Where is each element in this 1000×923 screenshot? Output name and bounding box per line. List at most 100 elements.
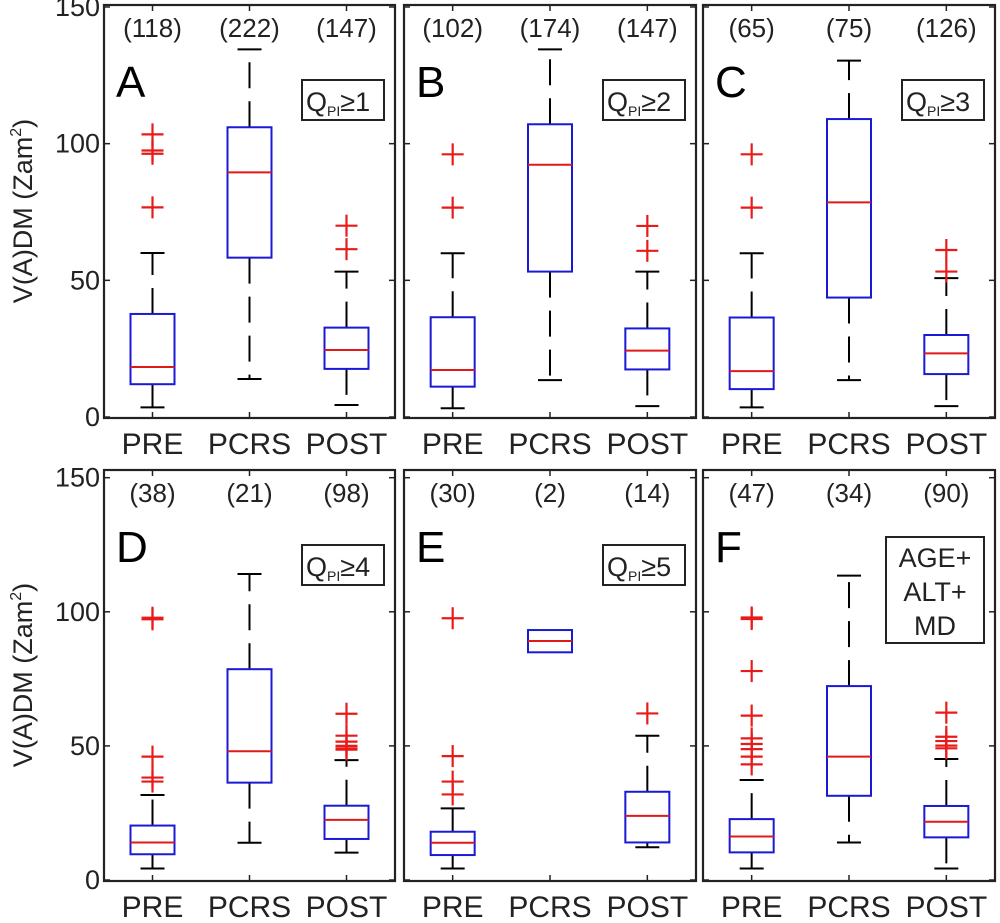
iqr-box (323, 326, 370, 370)
panel-b: PRE (102) PCRS (174) POST (147) B QPI≥2 (402, 3, 698, 461)
box-pcrs (826, 59, 872, 382)
y-axis-label-superscript: 2 (8, 128, 25, 137)
outlier-marker (441, 745, 464, 768)
y-tick-label: 0 (85, 865, 100, 895)
sample-count-label: (38) (129, 478, 175, 508)
sample-count-label: (174) (520, 13, 581, 43)
sample-count-label: (2) (534, 478, 566, 508)
outlier-marker (141, 142, 164, 165)
outlier-marker (335, 238, 358, 261)
legend-line: AGE+ (899, 543, 972, 573)
sample-count-label: (147) (617, 13, 678, 43)
x-tick-label-pcrs: PCRS (208, 428, 291, 461)
legend-subscript: PI (327, 568, 340, 584)
outlier-marker (636, 214, 659, 237)
iqr-box (129, 824, 176, 856)
outlier-marker (441, 196, 464, 219)
iqr-box (728, 316, 775, 391)
y-tick-label: 0 (85, 402, 100, 432)
y-axis-label-text: V(A)DM (Zam (8, 137, 38, 303)
y-tick-label: 150 (55, 0, 100, 22)
y-tick-label: 100 (55, 129, 100, 159)
outlier-marker (141, 770, 164, 793)
outlier-marker (335, 702, 358, 725)
x-tick-label-pcrs: PCRS (508, 891, 591, 923)
sample-count-label: (21) (226, 478, 272, 508)
legend-subscript: PI (628, 568, 641, 584)
box-pcrs (527, 48, 573, 382)
legend-relation: ≥5 (641, 552, 671, 582)
outlier-marker (335, 738, 358, 761)
box-post (624, 214, 671, 408)
outlier-marker (636, 702, 659, 725)
sample-count-label: (222) (219, 13, 280, 43)
box-pcrs (226, 48, 273, 381)
panel-c: PRE (65) PCRS (75) POST (126) C QPI≥3 (701, 3, 997, 461)
y-axis-label-close: ) (8, 119, 38, 128)
iqr-box (429, 316, 476, 388)
outlier-marker (441, 143, 464, 166)
iqr-box (624, 327, 671, 371)
box-pre (728, 606, 775, 870)
box-pre (728, 143, 775, 409)
x-tick-label-post: POST (606, 428, 688, 461)
y-axis-label: V(A)DM (Zam2) (8, 583, 38, 767)
sample-count-label: (75) (826, 13, 872, 43)
outlier-marker (740, 196, 763, 219)
legend-relation: ≥4 (340, 552, 370, 582)
legend-label: QPI≥2 (607, 87, 671, 119)
iqr-box (826, 685, 872, 797)
sample-count-label: (90) (923, 478, 969, 508)
sample-count-label: (47) (729, 478, 775, 508)
x-tick-label-post: POST (306, 891, 388, 923)
panel-a: PRE (118) PCRS (222) POST (147) A QPI≥1 (102, 3, 397, 461)
legend-q: Q (607, 552, 628, 582)
panel-e: PRE (30) PCRS (2) POST (14) E QPI≥5 (402, 468, 698, 923)
legend-q: Q (906, 87, 927, 117)
y-axis-label-superscript: 2 (8, 592, 25, 601)
legend-subscript: PI (927, 103, 940, 119)
legend-relation: ≥2 (641, 87, 671, 117)
y-tick-label: 100 (55, 597, 100, 627)
iqr-box (527, 123, 573, 273)
outlier-marker (740, 660, 763, 683)
legend-subscript: PI (327, 103, 340, 119)
sample-count-label: (30) (430, 478, 476, 508)
sample-count-label: (102) (422, 13, 483, 43)
panel-letter: F (715, 523, 742, 572)
x-tick-label-pre: PRE (422, 428, 484, 461)
iqr-box (226, 668, 273, 784)
sample-count-label: (98) (323, 478, 369, 508)
outlier-marker (935, 737, 958, 760)
x-tick-label-pcrs: PCRS (807, 428, 890, 461)
x-tick-label-post: POST (905, 428, 987, 461)
iqr-box (129, 312, 176, 386)
legend-q: Q (306, 87, 327, 117)
outlier-marker (636, 239, 659, 262)
outlier-marker (740, 608, 763, 631)
y-axis-label-text: V(A)DM (Zam (8, 601, 38, 767)
sample-count-label: (147) (316, 13, 377, 43)
iqr-box (323, 804, 370, 840)
iqr-box (624, 790, 671, 844)
legend-box (901, 79, 985, 121)
legend-box (602, 79, 686, 121)
panel-letter: D (116, 523, 148, 572)
outlier-marker (141, 196, 164, 219)
iqr-box (226, 126, 273, 259)
x-tick-label-pre: PRE (122, 428, 184, 461)
box-post (323, 702, 370, 854)
legend-box (301, 544, 385, 586)
x-tick-label-pre: PRE (721, 891, 783, 923)
x-tick-label-pcrs: PCRS (208, 891, 291, 923)
x-tick-label-pcrs: PCRS (807, 891, 890, 923)
panel-d: PRE (38) PCRS (21) POST (98) D QPI≥4 (102, 468, 397, 923)
box-post (624, 702, 671, 849)
legend-q: Q (306, 552, 327, 582)
y-axis-label-close: ) (8, 583, 38, 592)
legend-line: ALT+ (903, 577, 966, 607)
box-pre (429, 607, 476, 870)
x-tick-label-post: POST (306, 428, 388, 461)
outlier-marker (740, 753, 763, 776)
